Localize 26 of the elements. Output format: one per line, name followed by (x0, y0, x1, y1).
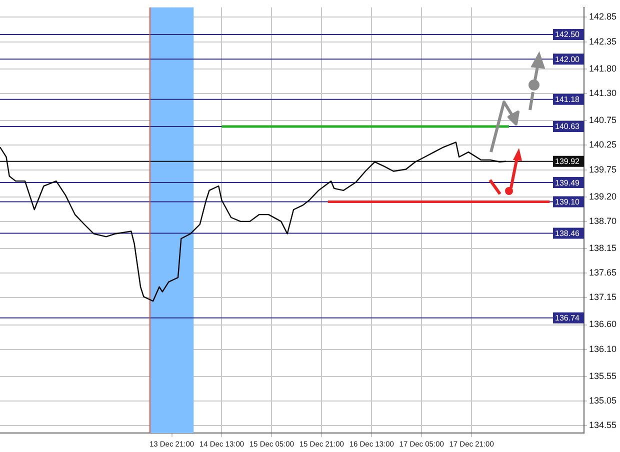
text: 136.10 (589, 344, 617, 354)
text: 139.20 (589, 191, 617, 202)
text: 136.60 (589, 319, 617, 330)
text: 135.05 (589, 396, 617, 406)
text: 139.75 (589, 164, 617, 174)
text: 141.80 (589, 63, 617, 74)
ref-line-label: 142.00 (555, 54, 580, 64)
ref-line-label: 141.18 (555, 95, 580, 104)
text: 137.65 (589, 268, 617, 278)
ref-line-label: 142.50 (555, 30, 580, 40)
ref-line-label: 139.49 (555, 178, 580, 188)
text: 134.55 (589, 420, 617, 430)
text: 135.55 (589, 370, 617, 381)
ref-line-label: 139.92 (555, 157, 580, 166)
ref-line-label: 139.10 (555, 197, 580, 206)
ref-line-label: 136.74 (555, 314, 580, 323)
text: 142.35 (589, 36, 617, 46)
text: 138.70 (589, 216, 617, 226)
ref-line-label: 140.63 (555, 122, 580, 132)
text: 138.15 (589, 242, 617, 253)
text: 142.85 (589, 12, 617, 22)
text: 140.25 (589, 140, 617, 150)
ref-line-label: 138.46 (555, 228, 580, 238)
text: 137.15 (589, 292, 617, 302)
text: 140.75 (589, 115, 617, 126)
text: 141.30 (589, 88, 617, 98)
